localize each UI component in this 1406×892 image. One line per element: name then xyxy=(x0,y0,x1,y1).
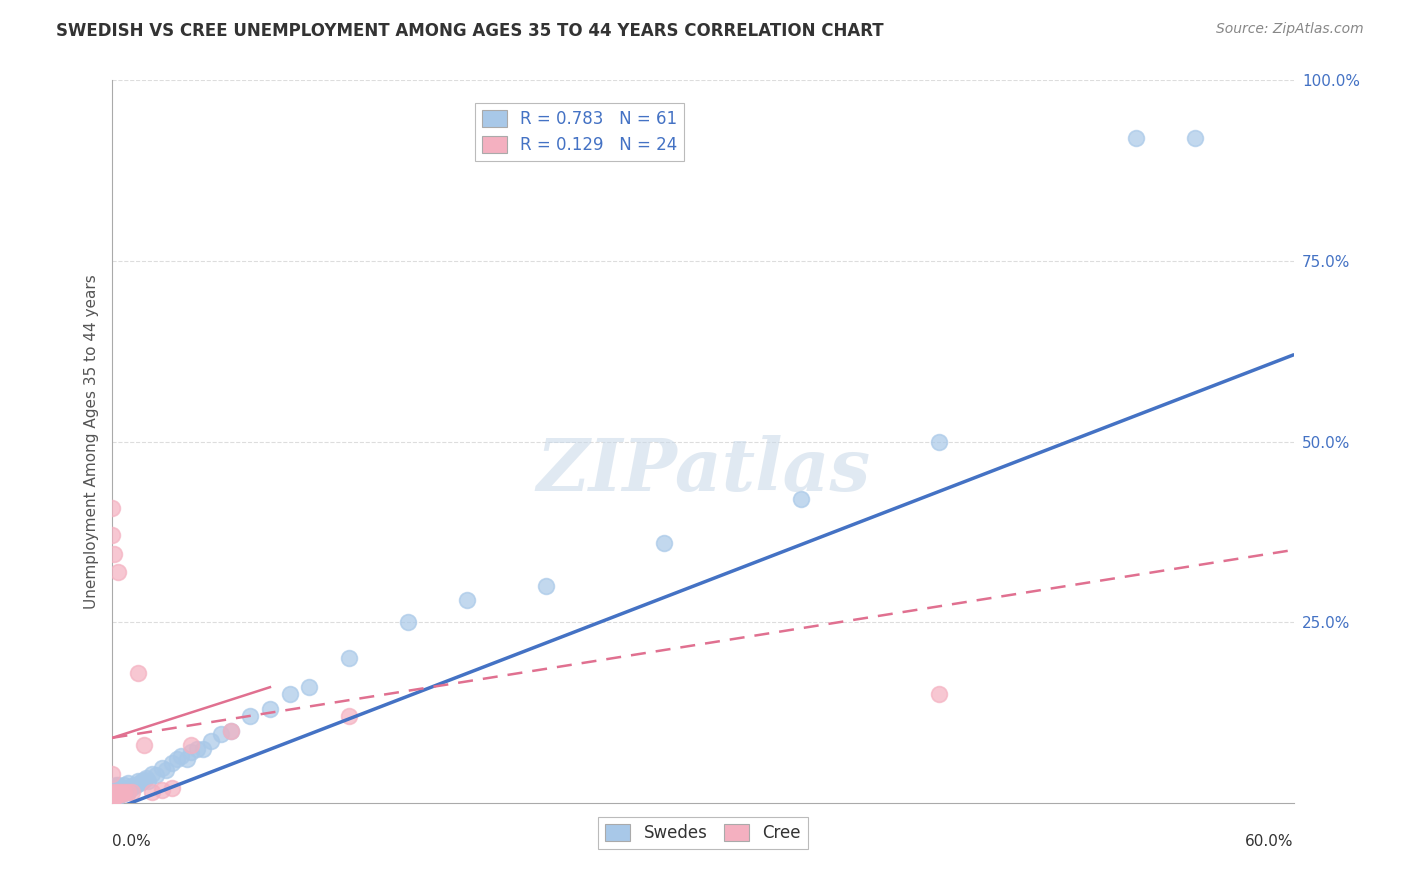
Point xyxy=(105,785,128,799)
Point xyxy=(145,768,167,782)
Point xyxy=(111,787,134,801)
Point xyxy=(103,547,125,561)
Point xyxy=(103,792,125,806)
Point xyxy=(107,787,129,801)
Point xyxy=(111,781,134,796)
Point xyxy=(396,615,419,630)
Point xyxy=(200,734,222,748)
Point xyxy=(141,785,163,799)
Point xyxy=(101,792,124,806)
Point xyxy=(103,787,125,801)
Point xyxy=(456,593,478,607)
Point xyxy=(112,778,135,792)
Text: Source: ZipAtlas.com: Source: ZipAtlas.com xyxy=(1216,22,1364,37)
Point xyxy=(259,702,281,716)
Point xyxy=(121,781,143,796)
Point xyxy=(107,789,129,803)
Point xyxy=(110,780,132,794)
Point xyxy=(150,782,173,797)
Point xyxy=(160,781,183,796)
Point xyxy=(127,665,149,680)
Point xyxy=(239,709,262,723)
Point xyxy=(105,789,128,803)
Point xyxy=(186,741,208,756)
Point xyxy=(209,727,232,741)
Point xyxy=(191,741,214,756)
Point xyxy=(928,687,950,701)
Point xyxy=(122,778,145,792)
Point xyxy=(107,565,129,579)
Point xyxy=(1125,131,1147,145)
Point xyxy=(105,785,128,799)
Point xyxy=(117,775,139,789)
Point xyxy=(219,723,242,738)
Point xyxy=(155,764,177,778)
Point xyxy=(101,792,124,806)
Point xyxy=(103,787,125,801)
Y-axis label: Unemployment Among Ages 35 to 44 years: Unemployment Among Ages 35 to 44 years xyxy=(83,274,98,609)
Point xyxy=(132,738,155,752)
Point xyxy=(219,723,242,738)
Point xyxy=(107,778,129,792)
Point xyxy=(117,785,139,799)
Point xyxy=(115,782,138,797)
Point xyxy=(170,748,193,763)
Point xyxy=(125,778,148,792)
Point xyxy=(101,787,124,801)
Point xyxy=(110,785,132,799)
Point xyxy=(120,780,142,794)
Point xyxy=(928,434,950,449)
Point xyxy=(180,745,202,759)
Point xyxy=(103,790,125,805)
Point xyxy=(105,778,128,792)
Text: 0.0%: 0.0% xyxy=(112,834,152,849)
Point xyxy=(112,785,135,799)
Point xyxy=(337,709,360,723)
Point xyxy=(103,780,125,794)
Legend: Swedes, Cree: Swedes, Cree xyxy=(599,817,807,848)
Point xyxy=(110,785,132,799)
Point xyxy=(1184,131,1206,145)
Point xyxy=(135,771,157,785)
Point xyxy=(101,790,124,805)
Text: SWEDISH VS CREE UNEMPLOYMENT AMONG AGES 35 TO 44 YEARS CORRELATION CHART: SWEDISH VS CREE UNEMPLOYMENT AMONG AGES … xyxy=(56,22,884,40)
Point xyxy=(176,752,198,766)
Point xyxy=(111,787,134,801)
Point xyxy=(166,752,188,766)
Point xyxy=(131,774,153,789)
Point xyxy=(790,492,813,507)
Point xyxy=(107,782,129,797)
Point xyxy=(141,767,163,781)
Point xyxy=(101,767,124,781)
Point xyxy=(298,680,321,694)
Point xyxy=(278,687,301,701)
Point xyxy=(101,501,124,516)
Point xyxy=(160,756,183,770)
Text: ZIPatlas: ZIPatlas xyxy=(536,435,870,506)
Point xyxy=(101,785,124,799)
Point xyxy=(105,789,128,803)
Point xyxy=(117,785,139,799)
Text: 60.0%: 60.0% xyxy=(1246,834,1294,849)
Point xyxy=(132,772,155,787)
Point xyxy=(103,782,125,797)
Point xyxy=(652,535,675,549)
Point xyxy=(136,774,159,789)
Point xyxy=(101,528,124,542)
Point xyxy=(534,579,557,593)
Point xyxy=(101,785,124,799)
Point xyxy=(337,651,360,665)
Point xyxy=(101,789,124,803)
Point xyxy=(129,775,152,789)
Point xyxy=(121,785,143,799)
Point xyxy=(101,781,124,796)
Point xyxy=(103,790,125,805)
Point xyxy=(127,774,149,789)
Point xyxy=(180,738,202,752)
Point xyxy=(150,761,173,775)
Point xyxy=(112,785,135,799)
